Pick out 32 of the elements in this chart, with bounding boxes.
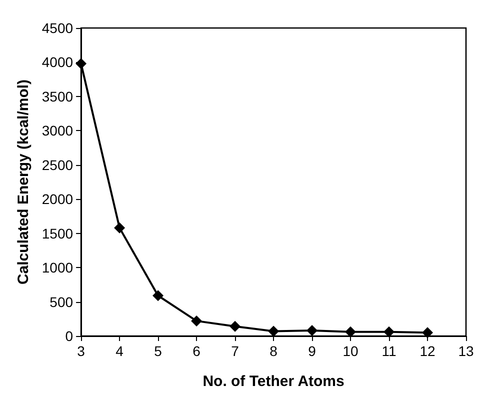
x-tick-label: 4: [116, 343, 124, 359]
point: [114, 222, 126, 234]
y-tick-label: 500: [50, 294, 74, 310]
x-tick-label: 7: [231, 343, 240, 359]
y-tick-label: 1000: [42, 260, 74, 276]
y-axis-title: Calculated Energy (kcal/mol): [15, 79, 32, 285]
x-tick-label: 3: [77, 343, 86, 359]
y-tick-label: 2500: [42, 156, 74, 173]
y-tick-label: 3500: [42, 88, 74, 104]
x-tick-label: 12: [420, 343, 436, 359]
point: [384, 326, 395, 338]
x-tick-label: 6: [192, 343, 201, 359]
point: [422, 327, 434, 338]
point: [230, 320, 241, 332]
x-tick-label: 8: [270, 343, 278, 359]
x-tick-label: 5: [154, 343, 162, 359]
point: [306, 325, 318, 336]
point: [191, 315, 202, 326]
point: [152, 290, 164, 302]
x-tick-label: 13: [458, 343, 474, 359]
y-tick-label: 3000: [42, 122, 74, 139]
point: [76, 58, 87, 70]
y-tick-label: 2000: [42, 191, 74, 208]
y-tick-label: 0: [65, 328, 74, 344]
point: [268, 326, 280, 337]
x-axis-title: No. of Tether Atoms: [202, 373, 344, 390]
y-tick-label: 4000: [42, 54, 74, 70]
x-tick-label: 9: [308, 343, 316, 359]
x-tick-label: 11: [382, 343, 396, 359]
x-tick-label: 10: [342, 343, 359, 359]
y-tick-label: 4500: [42, 20, 74, 36]
y-tick-label: 1500: [42, 225, 74, 242]
